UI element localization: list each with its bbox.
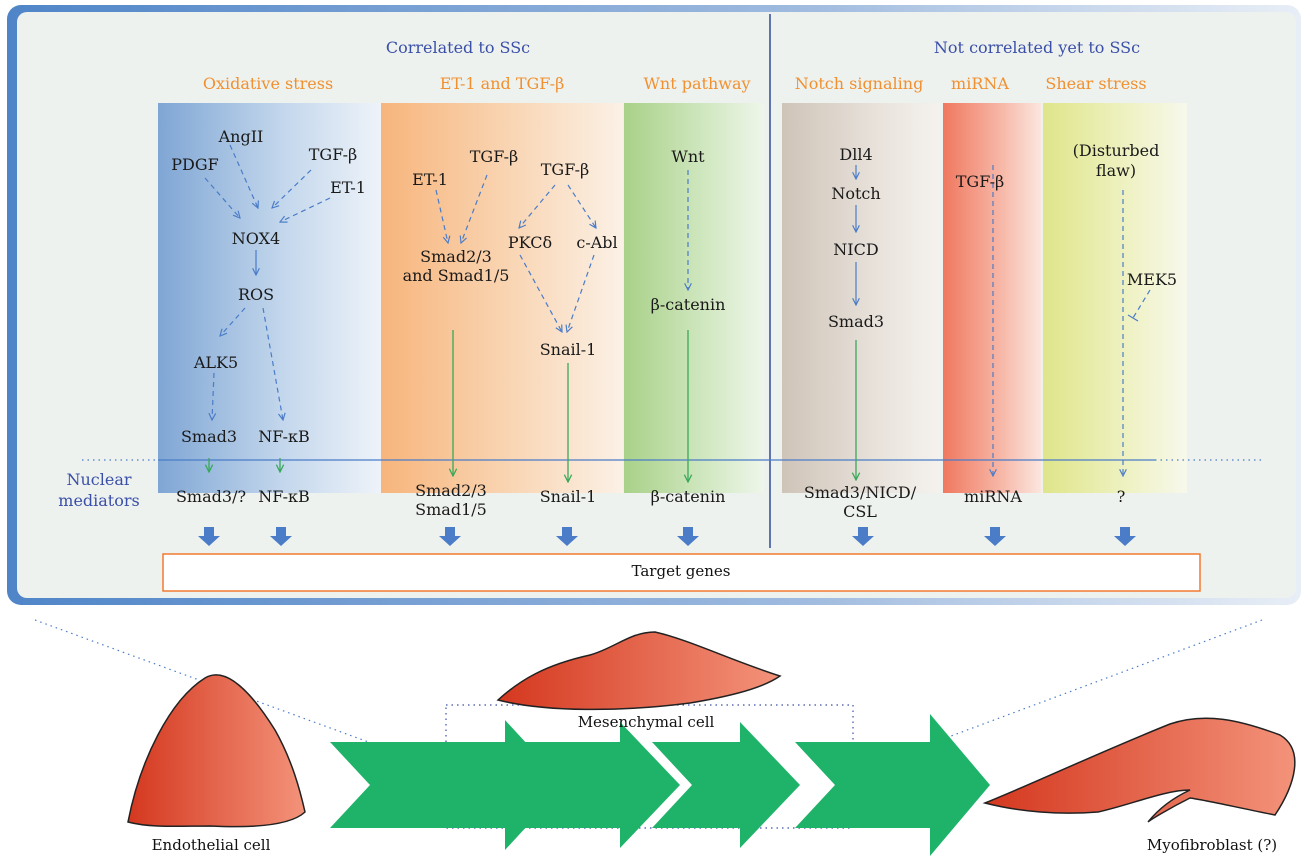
node-snail: Snail-1	[539, 340, 597, 359]
target-genes-label: Target genes	[631, 562, 731, 580]
nuclear-notch-l2: CSL	[843, 502, 877, 521]
column-notch	[782, 103, 940, 493]
column-shear	[1043, 103, 1187, 493]
target-genes-box	[162, 553, 1201, 592]
nuclear-notch-l1: Smad3/NICD/	[803, 483, 917, 502]
node-nox4: NOX4	[231, 229, 281, 248]
node-alk5: ALK5	[193, 353, 239, 372]
endothelial-cell	[127, 674, 306, 828]
node-et1-b: ET-1	[412, 170, 448, 189]
target-arrows	[198, 527, 1136, 546]
myofibroblast-cell	[982, 717, 1296, 823]
transition-arrows	[330, 714, 990, 856]
mek5-bar	[1127, 314, 1139, 322]
node-pkcd: PKCδ	[507, 233, 553, 252]
header-correlated: Correlated to SSc	[385, 38, 531, 57]
node-tgfb-b2: TGF-β	[540, 160, 590, 179]
node-disturbed-l2: flaw)	[1095, 161, 1137, 180]
nuclear-unknown: ?	[1116, 487, 1126, 506]
node-disturbed-l1: (Disturbed	[1072, 141, 1160, 160]
node-et1-ox: ET-1	[330, 178, 366, 197]
node-smad3-ox: Smad3	[180, 427, 238, 446]
column-mirna	[943, 103, 1041, 493]
nuclear-smad3q: Smad3/?	[175, 487, 247, 506]
node-cabl: c-Abl	[576, 233, 618, 252]
et1-arrows	[435, 174, 596, 332]
nuclear-snail: Snail-1	[539, 487, 597, 506]
node-tgfb-mi: TGF-β	[955, 172, 1005, 191]
node-nicd: NICD	[833, 240, 879, 259]
node-ros: ROS	[237, 285, 275, 304]
node-smad3-n: Smad3	[827, 312, 885, 331]
node-angii: AngII	[218, 127, 264, 146]
node-bcat: β-catenin	[650, 295, 726, 314]
node-dll4: Dll4	[839, 145, 873, 164]
pathway-shear: Shear stress	[1045, 74, 1147, 93]
mesenchymal-cell	[496, 631, 782, 711]
node-mek5: MEK5	[1126, 270, 1178, 289]
node-smad23-l2: and Smad1/5	[402, 266, 510, 285]
node-notch: Notch	[831, 184, 881, 203]
label-mesenchymal: Mesenchymal cell	[577, 713, 715, 731]
nuclear-nfkb: NF-κB	[258, 487, 310, 506]
node-nfkb-ox: NF-κB	[258, 427, 310, 446]
header-not-correlated: Not correlated yet to SSc	[933, 38, 1141, 57]
nuclear-bcat: β-catenin	[650, 487, 726, 506]
nuclear-smad-l2: Smad1/5	[415, 500, 487, 519]
pathway-mirna: miRNA	[951, 74, 1009, 93]
label-endothelial: Endothelial cell	[151, 836, 271, 854]
pathway-et1: ET-1 and TGF-β	[439, 74, 565, 93]
node-tgfb-b1: TGF-β	[469, 147, 519, 166]
nuclear-label-l1: Nuclear	[66, 470, 132, 489]
pathway-oxidative: Oxidative stress	[202, 74, 334, 93]
nuclear-label-l2: mediators	[58, 491, 140, 510]
node-pdgf: PDGF	[171, 155, 219, 174]
mek5-inhibit	[1132, 289, 1151, 319]
nuclear-smad-l1: Smad2/3	[415, 481, 487, 500]
column-et1-tgfb	[381, 103, 623, 493]
pathway-wnt: Wnt pathway	[643, 74, 751, 93]
node-smad23-l1: Smad2/3	[420, 247, 492, 266]
pathway-notch: Notch signaling	[794, 74, 924, 93]
nuclear-arrows	[209, 330, 856, 482]
node-tgfb-ox: TGF-β	[308, 145, 358, 164]
oxidative-arrows	[204, 144, 331, 420]
column-oxidative	[158, 103, 381, 493]
nuclear-mirna: miRNA	[964, 487, 1022, 506]
column-wnt	[624, 103, 764, 493]
label-myofibroblast: Myofibroblast (?)	[1146, 836, 1278, 854]
node-wnt: Wnt	[671, 147, 705, 166]
